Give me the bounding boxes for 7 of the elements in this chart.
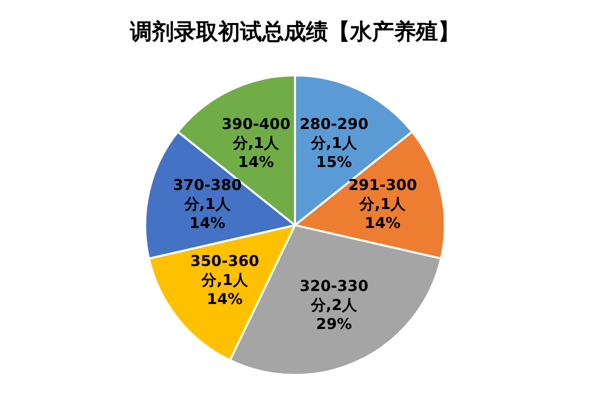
slice-label: 370-380分,1人 14% — [172, 176, 242, 232]
slice-label: 390-400分,1人 14% — [222, 115, 290, 172]
slice-label: 320-330分,2人 29% — [300, 277, 368, 334]
slice-label: 280-290分,1人 15% — [300, 115, 368, 172]
chart-title: 调剂录取初试总成绩【水产养殖】 — [129, 18, 460, 45]
slice-label: 350-360分,1人 14% — [190, 252, 260, 308]
slice-label: 291-300分,1人 14% — [348, 176, 418, 232]
